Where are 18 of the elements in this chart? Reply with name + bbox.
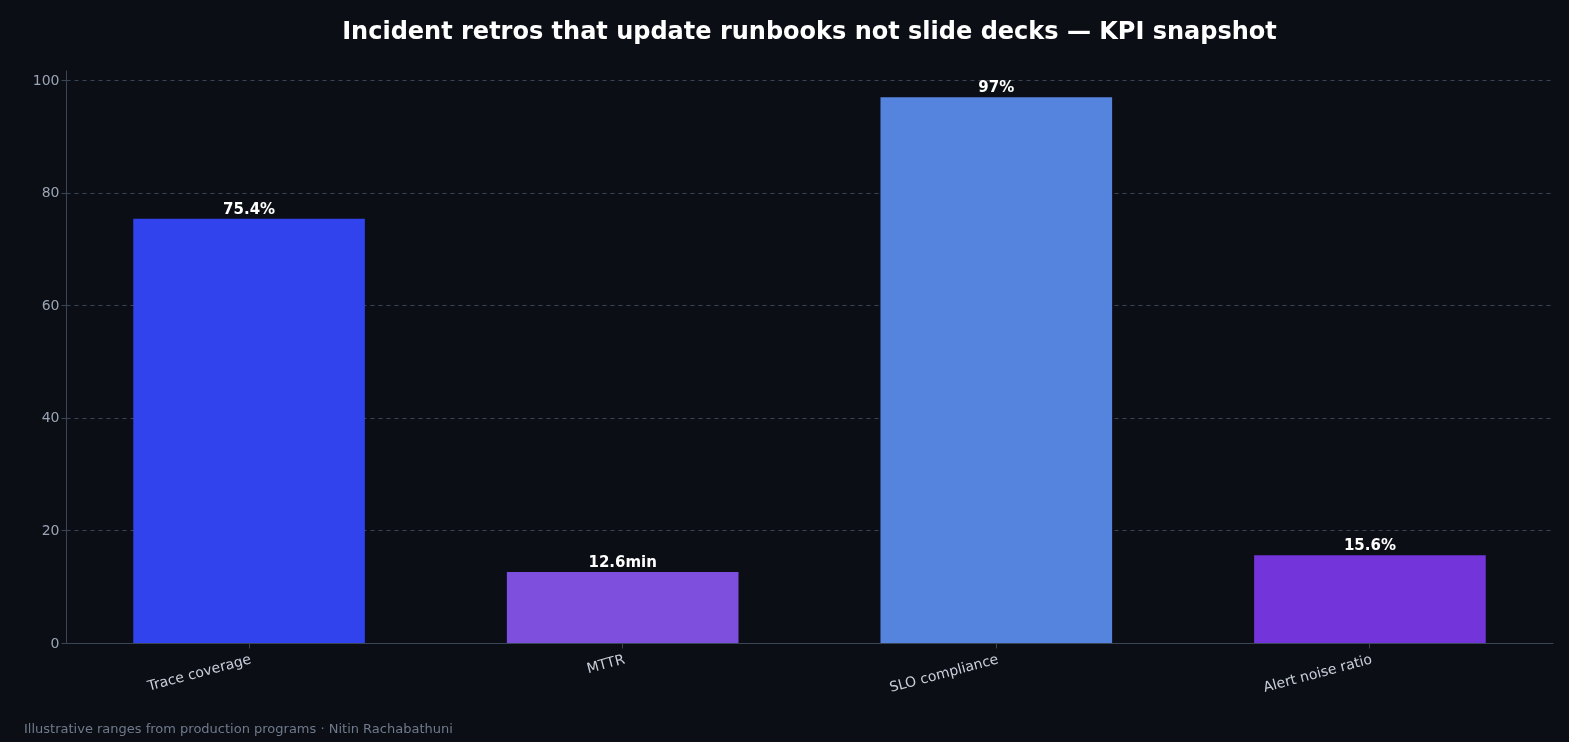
y-tick-label: 40 bbox=[41, 409, 60, 426]
bar bbox=[133, 218, 365, 643]
y-tick-label: 100 bbox=[32, 71, 60, 88]
bar bbox=[1254, 555, 1486, 643]
x-tick-label: MTTR bbox=[584, 650, 627, 677]
data-label: 75.4% bbox=[223, 199, 276, 218]
bar bbox=[506, 572, 739, 643]
y-tick-label: 20 bbox=[41, 521, 60, 538]
text: Illustrative ranges from production programs · Nitin Rachabathuni bbox=[24, 721, 453, 736]
y-tick-label: 0 bbox=[50, 634, 60, 651]
data-label: 12.6min bbox=[588, 553, 657, 572]
chart-title: Incident retros that update runbooks not slide decks — KPI snapshot bbox=[342, 17, 1277, 45]
y-tick-label: 80 bbox=[41, 184, 60, 201]
data-label: 97% bbox=[978, 78, 1015, 97]
bar bbox=[880, 97, 1113, 643]
y-tick-label: 60 bbox=[41, 296, 60, 313]
data-label: 15.6% bbox=[1343, 536, 1396, 555]
x-tick-label: Alert noise ratio bbox=[1261, 650, 1374, 695]
